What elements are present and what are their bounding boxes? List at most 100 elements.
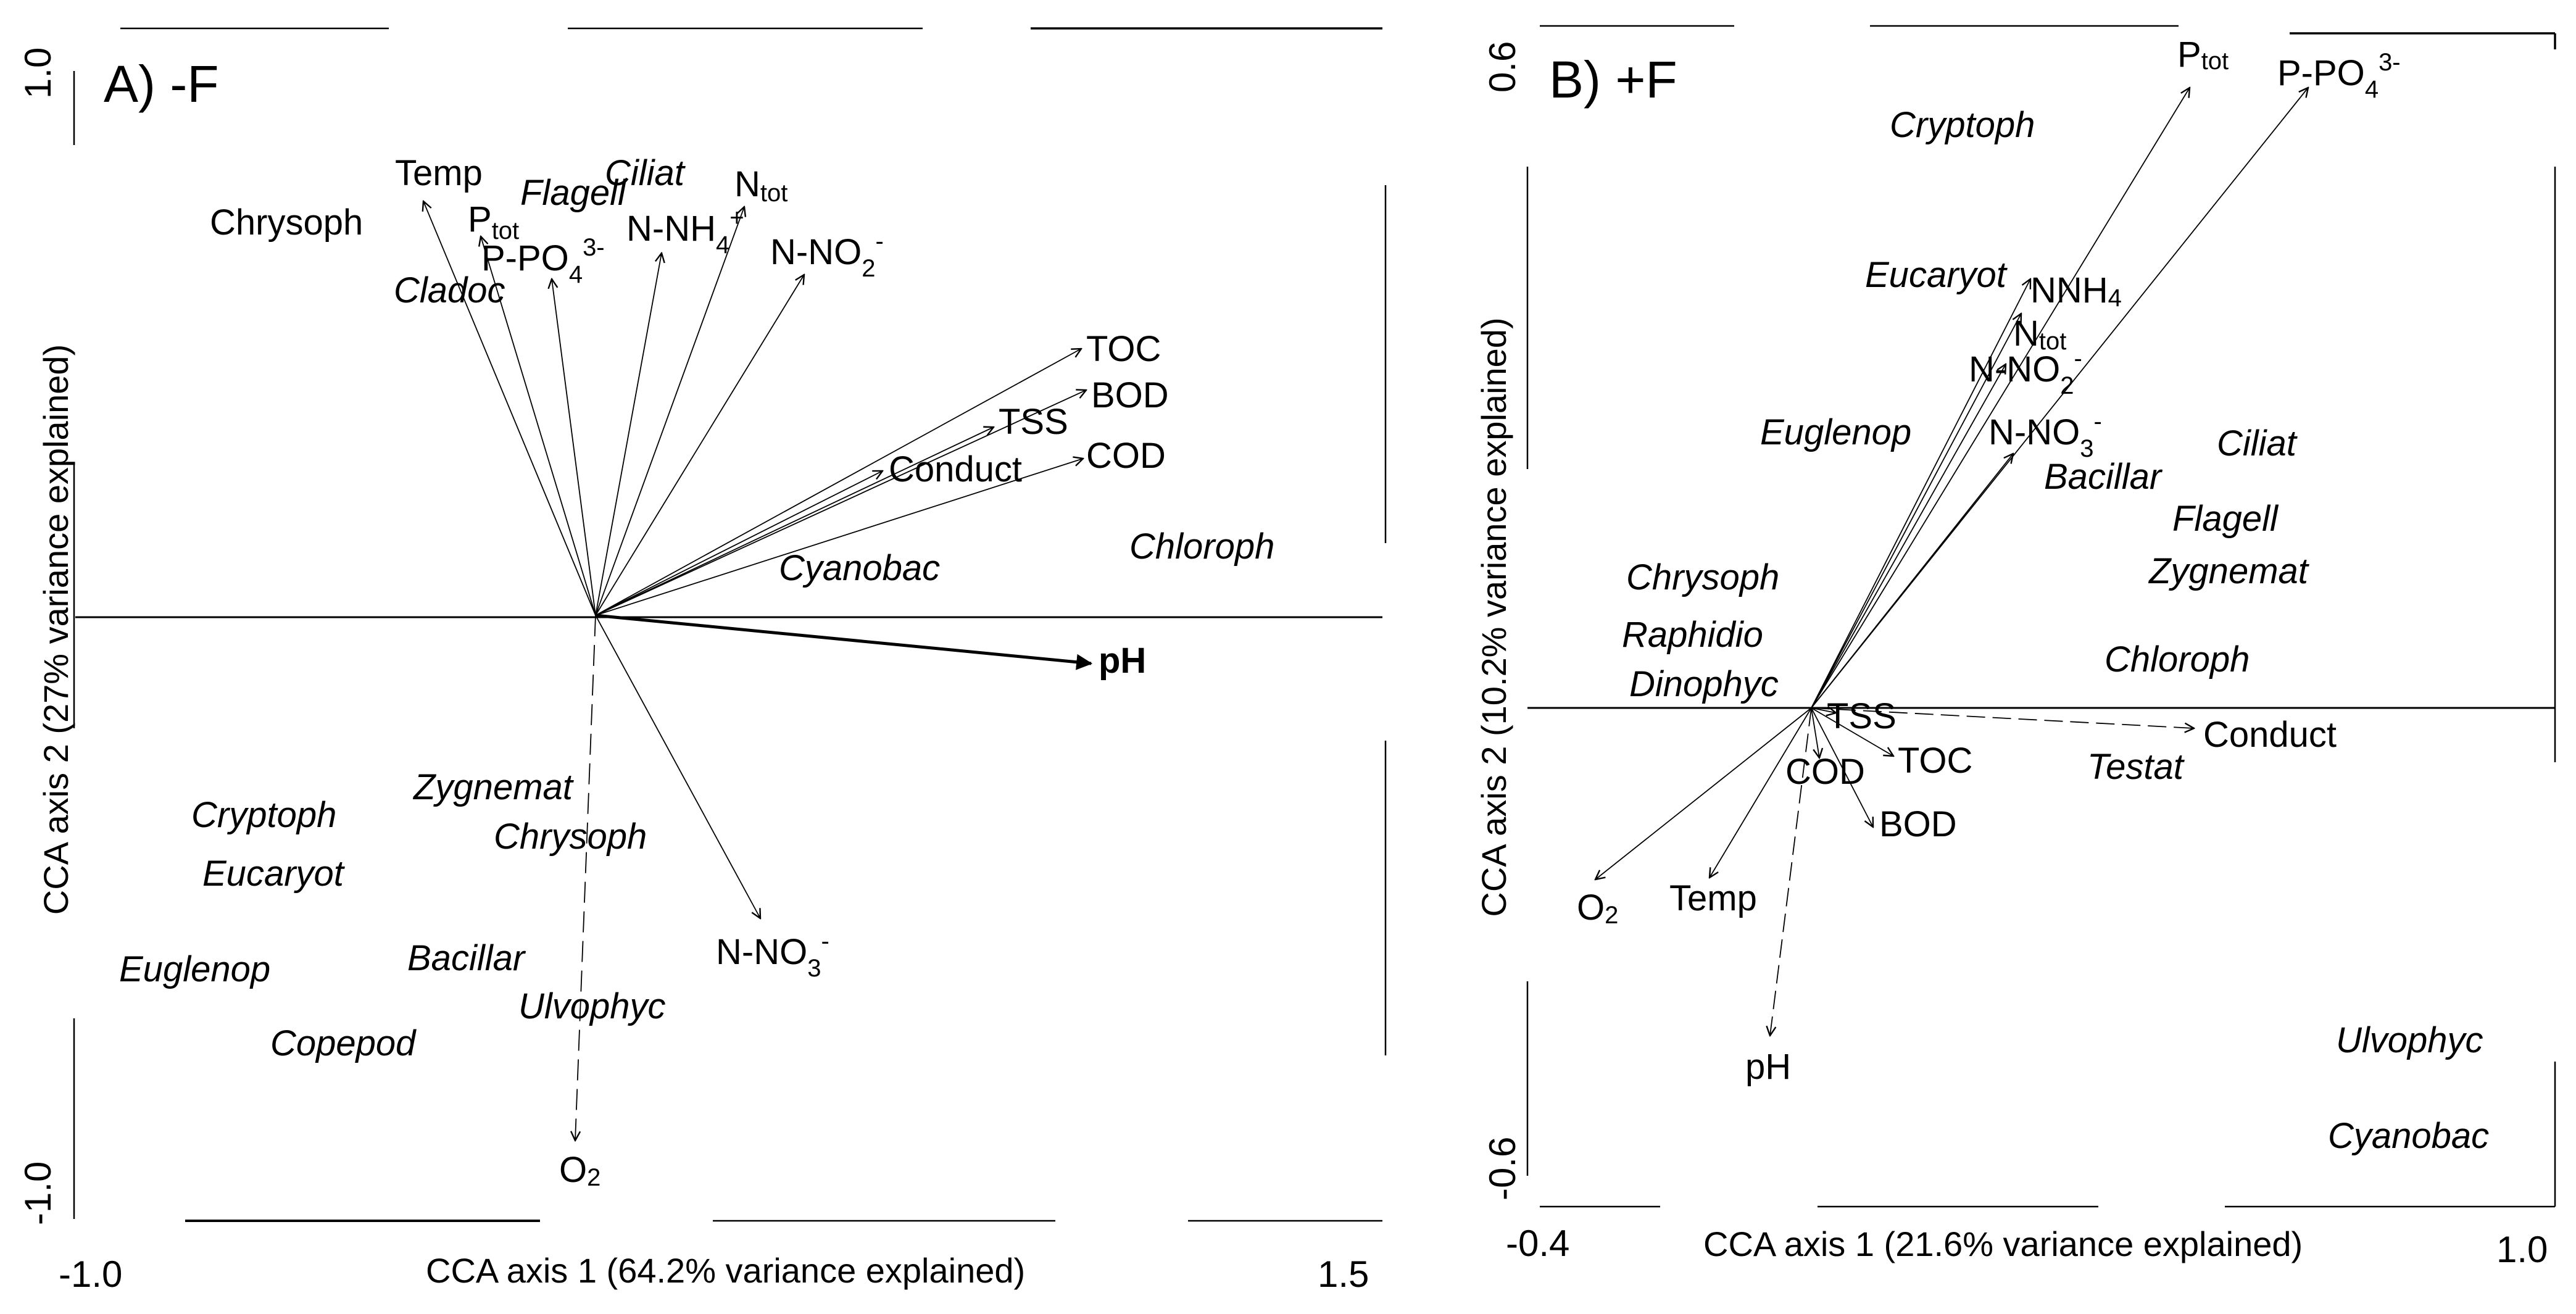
- vector-n-no2-b: [1811, 364, 2006, 709]
- vector-toc-b: [1811, 707, 1893, 756]
- vector-ntot-b: [1811, 314, 2021, 709]
- env-label-temp: Temp: [395, 153, 483, 193]
- vector-n-no3-b: [1811, 454, 2013, 709]
- panel-a-env-labels: Temp Ptot P-PO43- N-NH4+ Ntot N-NO2- TOC…: [395, 153, 1169, 1191]
- env-label-tss: TSS: [999, 402, 1068, 442]
- env-label-cod-b: COD: [1785, 752, 1865, 792]
- panel-b-vectors: [1595, 88, 2308, 1036]
- taxon-label-zygnemat-b: Zygnemat: [2148, 551, 2310, 591]
- vector-ntot: [595, 207, 744, 616]
- taxon-label-cyanobac-b: Cyanobac: [2328, 1116, 2489, 1156]
- panel-b-xtick-right: 1.0: [2496, 1229, 2548, 1270]
- taxon-label-bacillar: Bacillar: [407, 938, 526, 978]
- vector-p-po4-b: [1811, 88, 2308, 709]
- env-label-temp-b: Temp: [1669, 878, 1757, 918]
- vector-bod-b: [1811, 707, 1873, 827]
- env-label-nnh4-b: NNH4: [2030, 270, 2122, 312]
- env-label-conduct-b: Conduct: [2203, 715, 2337, 755]
- panel-b: B) +F 0.6 -0.6 -0.4 1.0 CCA axis 1 (21.6…: [1474, 25, 2556, 1270]
- env-label-tss-b: TSS: [1827, 696, 1897, 736]
- taxon-label-flagell-b: Flagell: [2172, 499, 2279, 539]
- panel-a-title: A) -F: [104, 55, 219, 113]
- env-label-n-no3-b: N-NO3-: [1988, 408, 2102, 462]
- panel-b-ytick-top: 0.6: [1482, 41, 1523, 93]
- env-label-n-nh4: N-NH4+: [626, 204, 744, 259]
- vector-n-nh4: [595, 253, 662, 616]
- vector-tss-b: [1811, 708, 1836, 713]
- panel-a-vectors: [423, 201, 1093, 1141]
- taxon-label-cryptoph: Cryptoph: [191, 795, 336, 835]
- panel-a-frame: [73, 27, 1387, 1222]
- vector-ptot-b: [1811, 88, 2190, 709]
- env-label-ntot: Ntot: [734, 164, 787, 207]
- taxon-label-euglenop-b: Euglenop: [1760, 412, 1911, 452]
- vector-temp-b: [1710, 707, 1812, 878]
- taxon-label-ciliat: Ciliat: [605, 153, 686, 193]
- panel-a-ylabel: CCA axis 2 (27% variance explained): [36, 344, 75, 915]
- panel-b-ytick-bottom: -0.6: [1482, 1137, 1523, 1200]
- taxon-label-zygnemat: Zygnemat: [412, 767, 575, 807]
- taxon-label-chrysoph: Chrysoph: [210, 202, 363, 243]
- vector-n-no2: [595, 275, 804, 616]
- taxon-label-chrysoph-b: Chrysoph: [1626, 557, 1779, 597]
- vector-cod-b: [1811, 707, 1819, 758]
- panel-a-ytick-top: 1.0: [17, 48, 59, 99]
- taxon-label-ciliat-b: Ciliat: [2217, 423, 2298, 464]
- env-label-n-no3: N-NO3-: [716, 928, 829, 982]
- taxon-label-cladoc: Cladoc: [394, 270, 505, 310]
- taxon-label-eucaryot-b: Eucaryot: [1865, 255, 2008, 295]
- panel-a-ytick-bottom: -1.0: [17, 1162, 59, 1225]
- panel-b-frame: [1526, 25, 2556, 1208]
- vector-bod: [595, 390, 1086, 616]
- taxon-label-euglenop: Euglenop: [119, 949, 270, 989]
- panel-b-ylabel: CCA axis 2 (10.2% variance explained): [1474, 317, 1513, 917]
- env-label-toc: TOC: [1086, 329, 1161, 369]
- vector-temp: [423, 201, 596, 616]
- env-label-p-po4-b: P-PO43-: [2277, 49, 2401, 103]
- vector-conduct: [595, 471, 883, 616]
- panel-a-xtick-right: 1.5: [1318, 1254, 1369, 1295]
- vector-tss: [595, 427, 994, 616]
- env-label-conduct: Conduct: [889, 449, 1022, 489]
- vector-o2-b: [1595, 707, 1812, 879]
- vector-ph-b: [1770, 707, 1812, 1036]
- vector-n-no3: [595, 615, 760, 918]
- panel-b-xtick-left: -0.4: [1506, 1223, 1569, 1264]
- env-label-ph-b: pH: [1745, 1047, 1791, 1087]
- env-label-ph: pH: [1099, 641, 1146, 681]
- vector-cod: [595, 459, 1083, 616]
- env-label-n-no2: N-NO2-: [770, 228, 884, 282]
- panel-a: A) -F 1.0 -1.0 -1.0 1.5 CCA axis 1 (64.2…: [17, 27, 1387, 1295]
- env-label-cod: COD: [1086, 436, 1166, 476]
- taxon-label-bacillar-b: Bacillar: [2044, 457, 2163, 497]
- vector-ph: [595, 613, 1093, 670]
- taxon-label-eucaryot: Eucaryot: [202, 854, 346, 894]
- taxon-label-ulvophyc: Ulvophyc: [518, 986, 666, 1026]
- panel-a-xlabel: CCA axis 1 (64.2% variance explained): [426, 1251, 1025, 1290]
- taxon-label-cryptoph-b: Cryptoph: [1890, 105, 2035, 145]
- vector-o2: [575, 615, 596, 1141]
- vector-nnh4-b: [1811, 279, 2030, 709]
- env-label-toc-b: TOC: [1898, 741, 1972, 781]
- env-label-ptot-b: Ptot: [2177, 35, 2229, 75]
- taxon-label-chrysoph-2: Chrysoph: [494, 817, 647, 857]
- taxon-label-copepod: Copepod: [270, 1023, 417, 1063]
- taxon-label-ulvophyc-b: Ulvophyc: [2336, 1020, 2483, 1060]
- panel-a-xtick-left: -1.0: [59, 1254, 122, 1295]
- env-label-ntot-b: Ntot: [2013, 314, 2066, 355]
- env-label-bod: BOD: [1091, 375, 1169, 415]
- vector-p-po4: [552, 279, 596, 616]
- taxon-label-chloroph-b: Chloroph: [2104, 639, 2250, 680]
- panel-b-taxa: Cryptoph Eucaryot Euglenop Ciliat Bacill…: [1622, 105, 2489, 1156]
- panel-b-title: B) +F: [1549, 51, 1677, 109]
- vector-conduct-b: [1811, 707, 2194, 728]
- vector-ptot: [481, 236, 596, 616]
- taxon-label-dinophyc-b: Dinophyc: [1629, 664, 1779, 704]
- env-label-bod-b: BOD: [1879, 804, 1957, 844]
- vector-toc: [595, 349, 1081, 616]
- taxon-label-cyanobac: Cyanobac: [779, 548, 940, 588]
- taxon-label-testat-b: Testat: [2087, 747, 2185, 787]
- panel-a-taxa: Chrysoph Flagell Ciliat Cladoc Chloroph …: [119, 153, 1274, 1063]
- taxon-label-flagell: Flagell: [520, 173, 627, 213]
